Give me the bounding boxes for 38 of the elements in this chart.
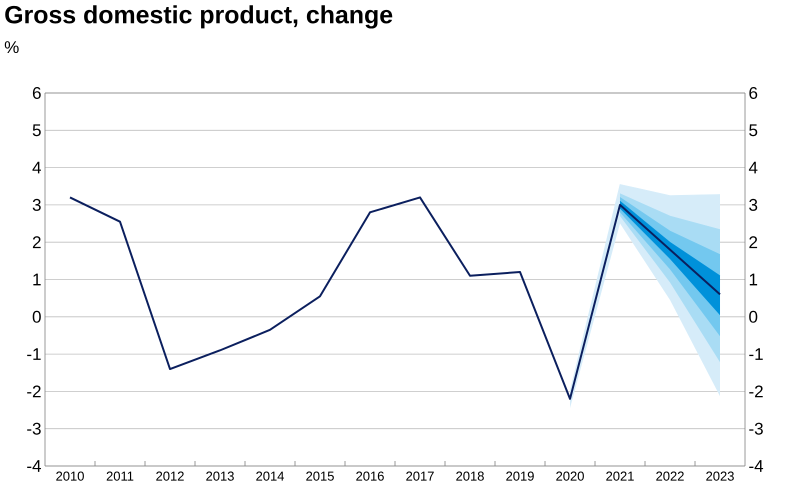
y-tick-label: 3 [32, 198, 41, 211]
y2-tick-label: 6 [749, 86, 758, 99]
x-tick-label: 2015 [306, 472, 334, 481]
x-tick-label: 2017 [406, 472, 434, 481]
y-tick-label: -1 [27, 348, 41, 360]
y-tick-label: -2 [27, 385, 41, 398]
x-tick-label: 2010 [56, 472, 84, 481]
y-tick-label: 1 [33, 274, 41, 286]
y-tick-label: 6 [32, 86, 41, 99]
chart-title: Gross domestic product, change [5, 5, 392, 29]
x-tick-label: 2021 [606, 472, 634, 481]
y-tick-label: 2 [32, 236, 41, 248]
y2-tick-label: 3 [749, 198, 758, 211]
x-tick-label: 2014 [256, 472, 284, 481]
x-tick-label: 2012 [156, 472, 184, 481]
x-tick-label: 2018 [456, 472, 484, 481]
y-tick-label: -3 [27, 422, 41, 435]
y2-tick-label: -1 [749, 348, 763, 360]
x-tick-label: 2020 [556, 472, 584, 481]
y2-tick-label: 1 [750, 274, 758, 286]
x-tick-label: 2023 [706, 472, 734, 481]
y2-tick-label: -4 [749, 460, 764, 472]
y2-tick-label: -3 [749, 422, 763, 435]
y2-tick-label: 2 [749, 236, 758, 248]
y-axis-title: % [4, 41, 19, 54]
y2-tick-label: -2 [749, 385, 763, 398]
y2-tick-label: 4 [748, 162, 758, 174]
y-tick-label: 4 [32, 162, 41, 174]
x-tick-label: 2011 [106, 472, 134, 481]
y-tick-label: 5 [32, 124, 41, 136]
x-tick-label: 2016 [356, 472, 384, 481]
x-tick-label: 2013 [206, 472, 234, 481]
x-tick-label: 2019 [506, 472, 534, 481]
y2-tick-label: 0 [749, 310, 758, 323]
y-tick-label: 0 [32, 310, 41, 323]
x-tick-label: 2022 [656, 472, 684, 481]
y-tick-label: -4 [27, 460, 41, 472]
y2-tick-label: 5 [749, 124, 758, 136]
